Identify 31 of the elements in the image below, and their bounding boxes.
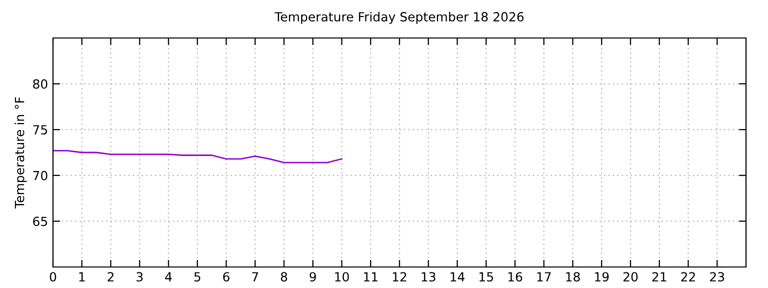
x-tick-label: 9: [310, 272, 316, 282]
x-tick-label: 3: [136, 272, 143, 282]
y-tick-label: 70: [33, 170, 48, 180]
line-series: [53, 150, 342, 164]
y-axis-title: Temperature in °F: [14, 97, 27, 209]
x-tick-label: 11: [364, 272, 378, 282]
x-tick-label: 2: [108, 272, 114, 282]
x-tick-label: 12: [392, 272, 406, 282]
x-tick-label: 7: [252, 272, 258, 282]
chart-title: Temperature Friday September 18 2026: [274, 12, 524, 24]
x-tick-label: 15: [480, 272, 493, 282]
x-tick-label: 5: [194, 272, 200, 282]
x-tick-label: 1: [79, 272, 85, 282]
x-tick-label: 23: [710, 272, 724, 282]
x-tick-label: 17: [537, 272, 551, 282]
x-tick-label: 0: [50, 272, 56, 282]
x-tick-label: 14: [450, 272, 464, 282]
x-tick-label: 19: [595, 272, 609, 282]
x-tick-label: 8: [280, 272, 288, 282]
x-tick-label: 4: [165, 272, 172, 282]
y-tick-label: 80: [33, 79, 48, 89]
x-tick-label: 6: [223, 272, 230, 282]
x-tick-label: 16: [508, 272, 522, 282]
x-tick-label: 21: [652, 272, 666, 282]
x-tick-label: 22: [681, 272, 695, 282]
y-tick-label: 75: [33, 125, 48, 135]
x-tick-label: 13: [422, 272, 436, 282]
y-tick-label: 65: [33, 216, 48, 226]
x-tick-label: 20: [623, 272, 638, 282]
x-tick-label: 10: [335, 272, 349, 282]
x-tick-label: 18: [566, 272, 580, 282]
